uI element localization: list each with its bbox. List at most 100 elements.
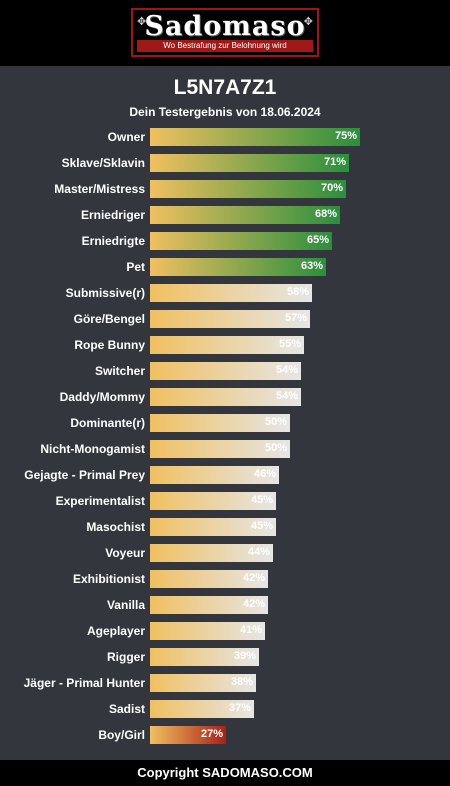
- result-bar: 45%: [150, 518, 276, 536]
- result-bar: 65%: [150, 232, 332, 250]
- result-label: Pet: [126, 260, 145, 274]
- result-percent: 37%: [228, 702, 251, 714]
- footer: Copyright SADOMASO.COM: [0, 760, 450, 786]
- result-bar: 42%: [150, 596, 268, 614]
- result-bar: 57%: [150, 310, 310, 328]
- result-bar: 58%: [150, 284, 312, 302]
- result-percent: 68%: [314, 208, 337, 220]
- result-percent: 42%: [242, 572, 265, 584]
- result-percent: 42%: [242, 598, 265, 610]
- result-row: Dominante(r) 50%: [0, 411, 450, 437]
- result-label: Sadist: [108, 702, 145, 716]
- result-row: Göre/Bengel 57%: [0, 307, 450, 333]
- result-percent: 41%: [239, 624, 262, 636]
- result-row: Rope Bunny 55%: [0, 333, 450, 359]
- result-row: Exhibitionist 42%: [0, 567, 450, 593]
- result-label: Ageplayer: [86, 624, 145, 638]
- result-row: Boy/Girl 27%: [0, 723, 450, 749]
- result-row: Experimentalist 45%: [0, 489, 450, 515]
- result-label: Voyeur: [105, 546, 145, 560]
- result-row: Voyeur 44%: [0, 541, 450, 567]
- result-row: Owner 75%: [0, 125, 450, 151]
- result-row: Ageplayer 41%: [0, 619, 450, 645]
- result-row: Erniedriger 68%: [0, 203, 450, 229]
- result-percent: 38%: [230, 676, 253, 688]
- result-bar: 75%: [150, 128, 360, 146]
- result-bar: 50%: [150, 440, 290, 458]
- result-bar: 71%: [150, 154, 349, 172]
- result-label: Sklave/Sklavin: [61, 156, 145, 170]
- result-percent: 75%: [334, 130, 357, 142]
- result-bar: 46%: [150, 466, 279, 484]
- result-label: Rigger: [106, 650, 145, 664]
- result-bar: 38%: [150, 674, 256, 692]
- result-row: Pet 63%: [0, 255, 450, 281]
- result-bar: 42%: [150, 570, 268, 588]
- footer-copyright: Copyright SADOMASO.COM: [137, 765, 313, 780]
- result-bar: 39%: [150, 648, 259, 666]
- result-row: Switcher 54%: [0, 359, 450, 385]
- result-label: Switcher: [94, 364, 145, 378]
- result-percent: 57%: [284, 312, 307, 324]
- result-percent: 55%: [278, 338, 301, 350]
- result-label: Master/Mistress: [54, 182, 145, 196]
- result-bar: 54%: [150, 362, 301, 380]
- result-percent: 58%: [286, 286, 309, 298]
- result-bar: 41%: [150, 622, 265, 640]
- result-row: Daddy/Mommy 54%: [0, 385, 450, 411]
- result-percent: 50%: [264, 416, 287, 428]
- result-percent: 70%: [320, 182, 343, 194]
- result-bar: 50%: [150, 414, 290, 432]
- site-logo[interactable]: ✥ ✥ Sadomaso Wo Bestrafung zur Belohnung…: [131, 8, 319, 57]
- result-percent: 71%: [323, 156, 346, 168]
- result-bar: 45%: [150, 492, 276, 510]
- result-label: Göre/Bengel: [73, 312, 145, 326]
- result-row: Nicht-Monogamist 50%: [0, 437, 450, 463]
- result-bar: 55%: [150, 336, 304, 354]
- result-label: Dominante(r): [70, 416, 145, 430]
- result-label: Experimentalist: [55, 494, 145, 508]
- logo-tagline: Wo Bestrafung zur Belohnung wird: [137, 40, 313, 52]
- result-label: Jäger - Primal Hunter: [23, 676, 145, 690]
- result-bar: 37%: [150, 700, 254, 718]
- result-bar: 68%: [150, 206, 340, 224]
- logo-text: Sadomaso: [144, 11, 306, 42]
- result-percent: 65%: [306, 234, 329, 246]
- result-label: Owner: [107, 130, 145, 144]
- result-row: Rigger 39%: [0, 645, 450, 671]
- result-label: Erniedriger: [80, 208, 145, 222]
- result-percent: 50%: [264, 442, 287, 454]
- logo-ornament-icon: ✥: [303, 15, 313, 28]
- result-bar: 44%: [150, 544, 273, 562]
- result-percent: 63%: [300, 260, 323, 272]
- logo-ornament-icon: ✥: [137, 15, 147, 28]
- result-label: Exhibitionist: [73, 572, 145, 586]
- result-percent: 54%: [275, 390, 298, 402]
- result-label: Daddy/Mommy: [59, 390, 145, 404]
- result-label: Erniedrigte: [81, 234, 145, 248]
- result-row: Master/Mistress 70%: [0, 177, 450, 203]
- result-percent: 39%: [233, 650, 256, 662]
- result-percent: 27%: [200, 728, 223, 740]
- result-row: Jäger - Primal Hunter 38%: [0, 671, 450, 697]
- result-label: Boy/Girl: [98, 728, 145, 742]
- result-row: Sklave/Sklavin 71%: [0, 151, 450, 177]
- result-percent: 46%: [253, 468, 276, 480]
- result-bar: 63%: [150, 258, 326, 276]
- result-label: Nicht-Monogamist: [40, 442, 145, 456]
- result-code: L5N7A7Z1: [173, 76, 277, 99]
- result-subtitle: Dein Testergebnis von 18.06.2024: [129, 105, 321, 119]
- result-label: Rope Bunny: [74, 338, 145, 352]
- result-label: Vanilla: [106, 598, 145, 612]
- result-row: Gejagte - Primal Prey 46%: [0, 463, 450, 489]
- result-bar: 70%: [150, 180, 346, 198]
- result-percent: 45%: [250, 520, 273, 532]
- result-bar: 27%: [150, 726, 226, 744]
- result-percent: 54%: [275, 364, 298, 376]
- result-label: Masochist: [86, 520, 145, 534]
- result-row: Submissive(r) 58%: [0, 281, 450, 307]
- result-label: Gejagte - Primal Prey: [24, 468, 145, 482]
- result-label: Submissive(r): [65, 286, 145, 300]
- result-bar: 54%: [150, 388, 301, 406]
- result-row: Vanilla 42%: [0, 593, 450, 619]
